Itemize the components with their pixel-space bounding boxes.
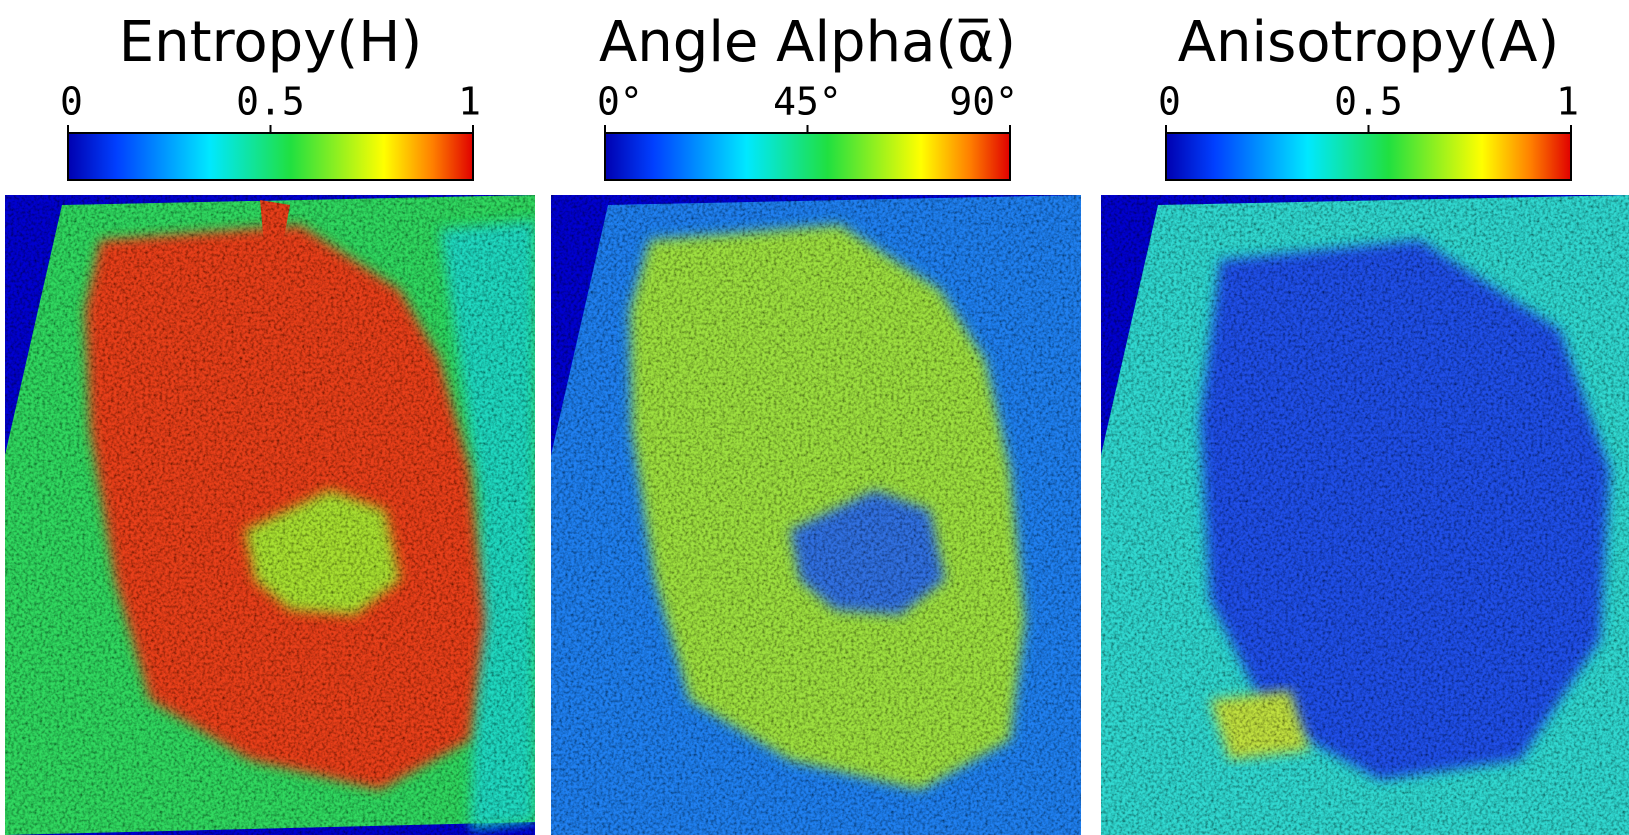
colorbar-tick-label: 90° bbox=[949, 80, 1018, 124]
colorbar-tick-label: 1 bbox=[1556, 80, 1579, 124]
colorbar-tick-label: 0 bbox=[60, 80, 83, 124]
panel-title: Entropy(H) bbox=[119, 10, 422, 75]
colorbar-tick-label: 0 bbox=[1158, 80, 1181, 124]
alpha-map bbox=[551, 195, 1081, 835]
colorbar bbox=[605, 133, 1010, 180]
anisotropy-map bbox=[1101, 195, 1629, 835]
panel-title: Angle Alpha(α̅) bbox=[599, 10, 1016, 75]
figure: Entropy(H) 0 0.5 1 Angle Alpha(α̅) 0° 45° 90° An… bbox=[0, 0, 1629, 835]
colorbar bbox=[68, 133, 473, 180]
panel-title: Anisotropy(A) bbox=[1178, 10, 1560, 75]
colorbar-tick-label: 0.5 bbox=[1334, 80, 1403, 124]
colorbar-tick-label: 0.5 bbox=[236, 80, 305, 124]
entropy-map bbox=[5, 195, 535, 835]
colorbar bbox=[1166, 133, 1571, 180]
page: {"panels": [ {"title": "Entropy(H)", "co… bbox=[0, 0, 1629, 835]
colorbar-tick-label: 45° bbox=[773, 80, 842, 124]
colorbar-tick-label: 1 bbox=[458, 80, 481, 124]
colorbar-tick-label: 0° bbox=[597, 80, 643, 124]
